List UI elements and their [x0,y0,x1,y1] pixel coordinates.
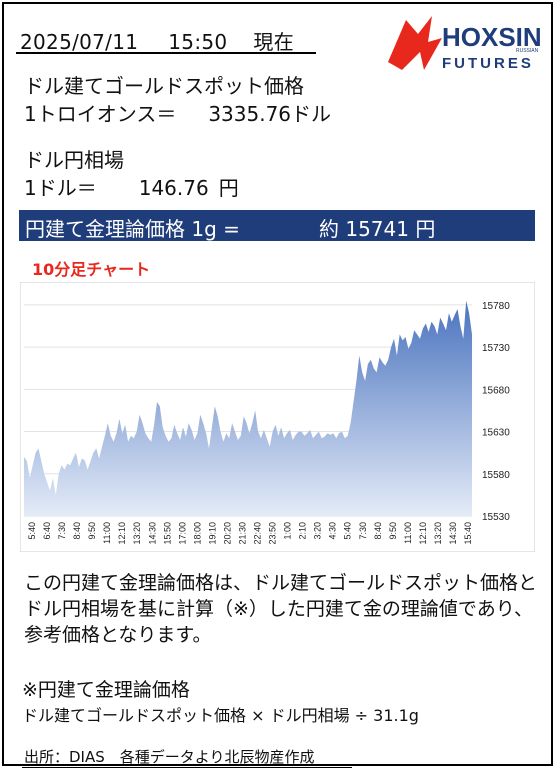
x-tick-label: 22:40 [253,522,263,545]
page-frame [2,2,553,766]
fx-value: 146.76 [138,176,209,200]
gold-row: 1トロイオンス＝ 3335.76ドル [24,98,331,127]
x-tick-label: 15:40 [463,522,473,545]
x-tick-label: 1:00 [283,522,293,540]
chart-area-group [24,300,472,516]
chart-x-ticks: 5:40 6:40 7:30 8:40 9:50 11:00 12:10 13:20 14:30… [27,522,473,545]
fx-unit: 円 [218,176,239,200]
header-status: 現在 [253,30,295,54]
fx-unit-label: 1ドル＝ [24,176,97,200]
x-tick-label: 9:50 [388,522,398,540]
series-area [24,300,472,516]
x-tick-label: 4:30 [328,522,338,540]
source-text: 出所：DIAS 各種データより北辰物産作成 [24,748,315,766]
x-tick-label: 8:40 [373,522,383,540]
theory-price-bar: 円建て金理論価格 1g = 約 15741 円 [19,210,535,241]
x-tick-label: 2:10 [298,522,308,540]
header-time: 15:50 [168,30,228,54]
y-tick-label: 15630 [482,428,510,439]
x-tick-label: 7:30 [57,522,67,540]
hoxsin-logo: HOXSIN RUSSIAN FUTURES [388,16,542,72]
header-datetime: 2025/07/11 15:50 現在 [20,26,294,55]
logo-tiny: RUSSIAN [516,48,539,54]
x-tick-label: 11:00 [403,522,413,544]
x-tick-label: 14:30 [448,522,458,545]
x-tick-label: 13:20 [433,522,443,545]
header-date: 2025/07/11 [20,30,139,54]
x-tick-label: 20:20 [222,522,232,545]
fx-label: ドル円相場 [24,148,124,172]
theory-value: 約 15741 円 [319,217,436,241]
x-tick-label: 5:40 [343,522,353,540]
y-tick-label: 15680 [482,385,510,396]
price-chart: 15530 15580 15630 15680 15730 15780 5:40 6:40 7… [20,282,535,552]
y-tick-label: 15530 [482,512,510,523]
fx-row: 1ドル＝ 146.76 円 [24,172,239,201]
gold-value: 3335.76 [208,102,292,126]
x-tick-label: 23:50 [268,522,278,545]
header-underline [16,52,316,54]
x-tick-label: 17:00 [177,522,187,545]
x-tick-label: 3:20 [313,522,323,540]
logo-name: HOXSIN [442,22,542,52]
logo-sub: FUTURES [442,55,534,72]
formula-heading: ※円建て金理論価格 [22,679,190,701]
x-tick-label: 15:50 [162,522,172,545]
x-tick-label: 7:30 [358,522,368,540]
x-tick-label: 21:30 [238,522,248,545]
x-tick-label: 5:40 [27,522,37,540]
source-underline [22,767,352,768]
description-text: この円建て金理論価格は、ドル建てゴールドスポット価格とドル円相場を基に計算（※）… [24,572,538,646]
chart-title: 10分足チャート [32,260,151,279]
gold-unit-label: 1トロイオンス＝ [24,102,177,126]
x-tick-label: 8:40 [72,522,82,540]
x-tick-label: 9:50 [87,522,97,540]
theory-label: 円建て金理論価格 1g = [25,217,240,241]
y-tick-label: 15580 [482,470,510,481]
x-tick-label: 19:10 [207,522,217,545]
x-tick-label: 6:40 [42,522,52,540]
x-tick-label: 12:10 [418,522,428,545]
y-tick-label: 15730 [482,343,510,354]
x-tick-label: 18:00 [192,522,202,545]
formula-text: ドル建てゴールドスポット価格 × ドル円相場 ÷ 31.1g [22,706,419,725]
x-tick-label: 13:20 [132,522,142,545]
x-tick-label: 12:10 [117,522,127,545]
x-tick-label: 14:30 [147,522,157,545]
x-tick-label: 11:00 [102,522,112,544]
chart-y-ticks: 15530 15580 15630 15680 15730 15780 [482,301,510,523]
gold-unit: ドル [291,102,332,126]
y-tick-label: 15780 [482,301,510,312]
gold-label: ドル建てゴールドスポット価格 [24,74,304,98]
